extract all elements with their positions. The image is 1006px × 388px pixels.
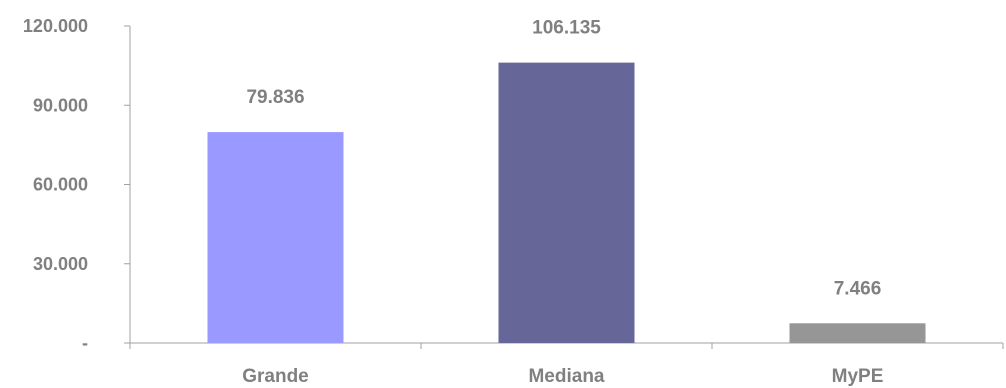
bar [789, 323, 926, 343]
bar-value-label: 106.135 [532, 18, 601, 39]
x-category-label: Grande [242, 366, 309, 387]
x-category-label: MyPE [832, 366, 884, 387]
bar [498, 62, 635, 343]
y-tick-label: 120.000 [23, 16, 88, 36]
bar [207, 132, 344, 343]
bar-value-label: 79.836 [246, 87, 304, 108]
y-tick-label: 60.000 [33, 175, 88, 195]
data-labels: 79.836 106.135 7.466 [246, 18, 881, 300]
bar-value-label: 7.466 [834, 278, 882, 299]
y-axis: - 30.000 60.000 90.000 120.000 [23, 16, 131, 353]
bars [207, 62, 926, 343]
y-tick-label: 30.000 [33, 254, 88, 274]
y-tick-label: 90.000 [33, 95, 88, 115]
x-category-label: Mediana [528, 366, 604, 387]
x-axis: Grande Mediana MyPE [129, 342, 1004, 387]
y-tick-label: - [82, 333, 88, 353]
